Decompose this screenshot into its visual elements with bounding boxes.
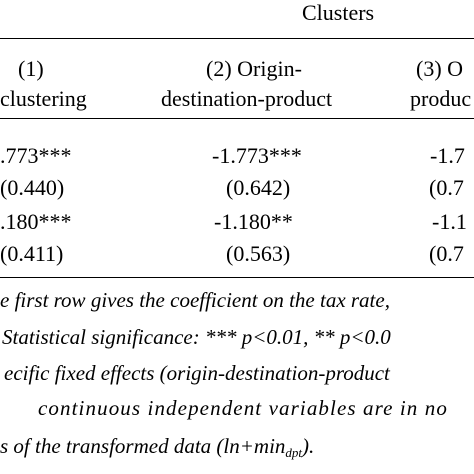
note-line-5-text: s of the transformed data (ln+min: [0, 434, 286, 458]
header-bottom-rule: [0, 118, 474, 119]
column-1-label: clustering: [0, 86, 87, 111]
column-3-label: produc: [410, 86, 472, 111]
row-2-coef-col-2: -1.180**: [214, 209, 293, 234]
row-2-se-col-1: (0.411): [0, 241, 64, 266]
row-1-se-col-2: (0.642): [226, 175, 291, 200]
note-line-1: e first row gives the coefficient on the…: [0, 288, 390, 312]
note-line-5-subscript: dpt: [285, 445, 303, 460]
column-3-number: (3) O: [416, 56, 464, 81]
table-bottom-rule: [0, 277, 474, 278]
row-2-coef-col-3: -1.1: [432, 209, 467, 234]
note-line-4: continuous independent variables are in …: [38, 396, 448, 420]
column-2-label: destination-product: [161, 86, 333, 111]
column-group-label: Clusters: [302, 0, 375, 25]
row-1-coef-col-2: -1.773***: [212, 143, 302, 168]
note-line-3: ecific fixed effects (origin-destination…: [4, 361, 390, 385]
row-2-se-col-3: (0.7: [429, 241, 464, 266]
row-1-coef-col-1: .773***: [0, 143, 72, 168]
note-line-2: Statistical significance: *** p<0.01, **…: [2, 325, 391, 349]
note-line-5-end: ).: [302, 434, 315, 458]
row-1-se-col-3: (0.7: [429, 175, 464, 200]
column-1-number: (1): [18, 56, 44, 81]
note-line-5: s of the transformed data (ln+mindpt).: [0, 434, 315, 460]
row-2-se-col-2: (0.563): [226, 241, 291, 266]
row-1-se-col-1: (0.440): [0, 175, 65, 200]
row-1-coef-col-3: -1.7: [430, 143, 465, 168]
row-2-coef-col-1: .180***: [0, 209, 72, 234]
header-top-rule: [0, 38, 474, 39]
column-2-number: (2) Origin-: [206, 56, 302, 81]
